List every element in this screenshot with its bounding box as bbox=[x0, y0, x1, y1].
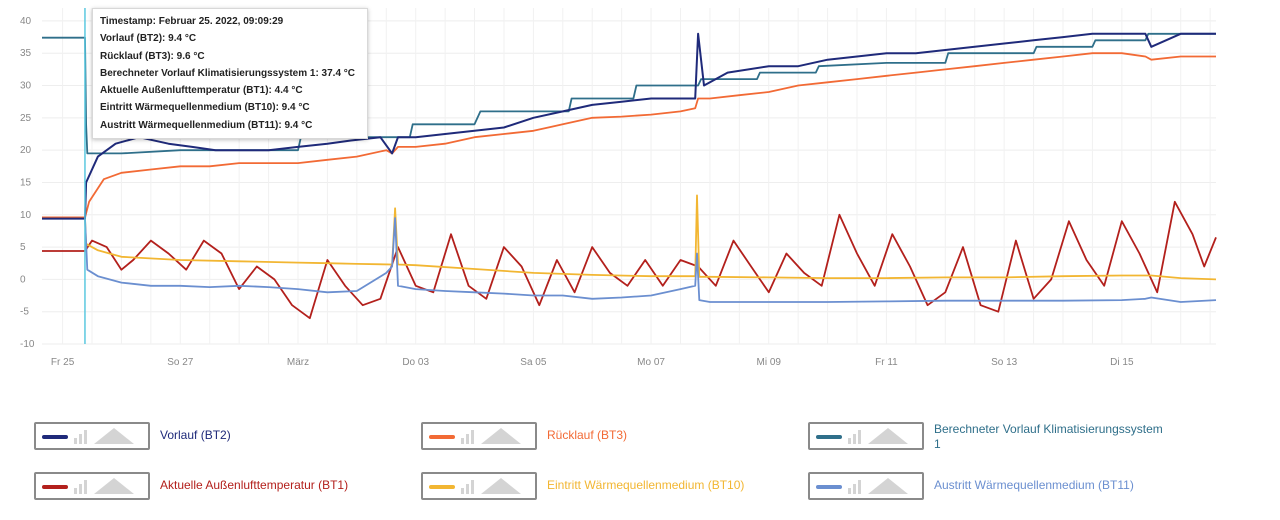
tooltip-ruecklauf: Rücklauf (BT3): 9.6 °C bbox=[100, 50, 205, 62]
y-tick-label: 25 bbox=[20, 113, 32, 124]
legend-toggle[interactable] bbox=[421, 422, 537, 450]
series-line-1 bbox=[42, 52, 1216, 219]
y-tick-label: 0 bbox=[20, 274, 26, 285]
legend-item-ruecklauf[interactable]: Rücklauf (BT3) bbox=[421, 422, 787, 450]
tooltip-vorlauf: Vorlauf (BT2): 9.4 °C bbox=[100, 33, 197, 45]
x-tick-label: So 27 bbox=[167, 357, 194, 368]
series-line-4 bbox=[42, 194, 1217, 281]
x-tick-label: Do 03 bbox=[402, 357, 429, 368]
tooltip-berechneter-vorlauf: Berechneter Vorlauf Klimatisierungssyste… bbox=[100, 67, 356, 79]
legend-line-icon bbox=[42, 435, 68, 439]
x-tick-label: Fr 11 bbox=[875, 357, 898, 368]
legend-label: Aktuelle Außenlufttemperatur (BT1) bbox=[160, 478, 349, 492]
area-chart-icon bbox=[481, 428, 521, 444]
legend-label: Berechneter Vorlauf Klimatisierungssyste… bbox=[934, 422, 1163, 451]
legend-line-icon bbox=[816, 435, 842, 439]
x-tick-label: Mo 07 bbox=[637, 357, 665, 368]
legend-item-aussenlufttemperatur[interactable]: Aktuelle Außenlufttemperatur (BT1) bbox=[34, 472, 400, 500]
legend-line-icon bbox=[42, 485, 68, 489]
series-line-5 bbox=[42, 217, 1217, 303]
legend-label: Eintritt Wärmequellenmedium (BT10) bbox=[547, 478, 745, 492]
legend-item-austritt[interactable]: Austritt Wärmequellenmedium (BT11) bbox=[808, 472, 1174, 500]
y-tick-label: -10 bbox=[20, 339, 35, 350]
legend-line-icon bbox=[429, 485, 455, 489]
area-chart-icon bbox=[481, 478, 521, 494]
tooltip-eintritt: Eintritt Wärmequellenmedium (BT10): 9.4 … bbox=[100, 102, 310, 114]
legend-toggle[interactable] bbox=[34, 472, 150, 500]
area-chart-icon bbox=[868, 478, 908, 494]
chart-tooltip: Timestamp: Februar 25. 2022, 09:09:29 Vo… bbox=[92, 8, 368, 140]
x-axis-labels: Fr 25 So 27 März Do 03 Sa 05 Mo 07 Mi 09 Fr 11 S… bbox=[51, 357, 1134, 368]
bar-chart-icon bbox=[461, 430, 477, 444]
legend-item-eintritt[interactable]: Eintritt Wärmequellenmedium (BT10) bbox=[421, 472, 787, 500]
legend-label: Austritt Wärmequellenmedium (BT11) bbox=[934, 478, 1134, 492]
legend-toggle[interactable] bbox=[808, 422, 924, 450]
y-tick-label: 30 bbox=[20, 81, 32, 92]
legend-item-berechneter-vorlauf[interactable]: Berechneter Vorlauf Klimatisierungssyste… bbox=[808, 422, 1172, 452]
x-tick-label: Fr 25 bbox=[51, 357, 75, 368]
area-chart-icon bbox=[94, 478, 134, 494]
area-chart-icon bbox=[868, 428, 908, 444]
bar-chart-icon bbox=[848, 480, 864, 494]
tooltip-austritt: Austritt Wärmequellenmedium (BT11): 9.4 … bbox=[100, 119, 313, 131]
bar-chart-icon bbox=[848, 430, 864, 444]
y-tick-label: 35 bbox=[20, 48, 32, 59]
legend-toggle[interactable] bbox=[808, 472, 924, 500]
y-tick-label: 5 bbox=[20, 242, 26, 253]
legend-item-vorlauf[interactable]: Vorlauf (BT2) bbox=[34, 422, 400, 450]
tooltip-aussenlufttemperatur: Aktuelle Außenlufttemperatur (BT1): 4.4 … bbox=[100, 85, 303, 97]
legend-label: Rücklauf (BT3) bbox=[547, 428, 628, 442]
legend-label: Vorlauf (BT2) bbox=[160, 428, 231, 442]
legend-toggle[interactable] bbox=[34, 422, 150, 450]
chart-series bbox=[42, 32, 1217, 320]
x-tick-label: Di 15 bbox=[1110, 357, 1134, 368]
series-line-0 bbox=[42, 32, 1216, 220]
legend-line-icon bbox=[816, 485, 842, 489]
y-tick-label: 15 bbox=[20, 177, 32, 188]
bar-chart-icon bbox=[74, 480, 90, 494]
legend-line-icon bbox=[429, 435, 455, 439]
y-tick-label: 40 bbox=[20, 16, 32, 27]
y-axis-labels: -10 -5 0 5 10 15 20 25 30 35 40 bbox=[20, 16, 35, 350]
x-tick-label: März bbox=[287, 357, 309, 368]
x-tick-label: So 13 bbox=[991, 357, 1018, 368]
y-tick-label: 20 bbox=[20, 145, 32, 156]
tooltip-timestamp: Timestamp: Februar 25. 2022, 09:09:29 bbox=[100, 16, 284, 27]
y-tick-label: -5 bbox=[20, 307, 29, 318]
x-tick-label: Sa 05 bbox=[520, 357, 547, 368]
bar-chart-icon bbox=[74, 430, 90, 444]
y-tick-label: 10 bbox=[20, 210, 32, 221]
x-tick-label: Mi 09 bbox=[757, 357, 782, 368]
area-chart-icon bbox=[94, 428, 134, 444]
legend-toggle[interactable] bbox=[421, 472, 537, 500]
bar-chart-icon bbox=[461, 480, 477, 494]
